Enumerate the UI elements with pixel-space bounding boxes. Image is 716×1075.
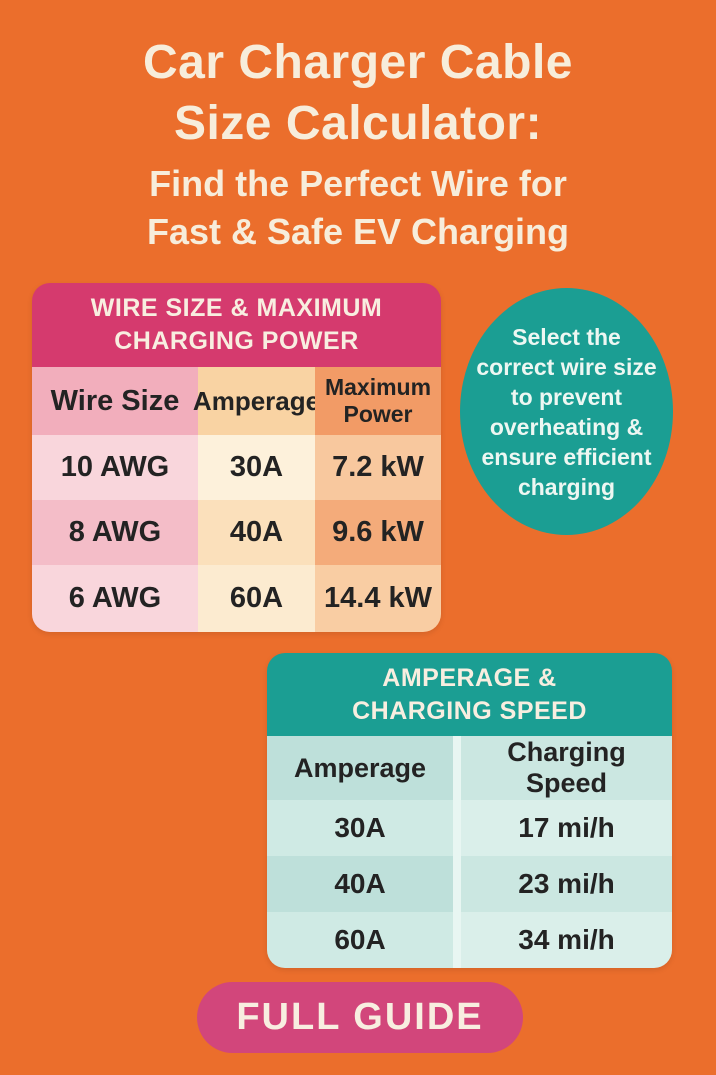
title-line-1: Car Charger Cable [143, 36, 573, 89]
column-header-charging-speed: Charging Speed [453, 736, 672, 800]
table-cell-amperage: 60A [267, 912, 453, 968]
column-header-maximum-power: Maximum Power [315, 367, 441, 435]
tip-callout: Select the correct wire size to prevent … [460, 288, 673, 535]
table-cell-maximum-power: 7.2 kW [315, 435, 441, 500]
full-guide-button[interactable]: FULL GUIDE [197, 982, 523, 1053]
table-cell-charging-speed: 34 mi/h [453, 912, 672, 968]
table-cell-wire-size: 8 AWG [32, 500, 198, 565]
wire-size-table-body: Wire Size Amperage Maximum Power 10 AWG … [32, 367, 441, 632]
column-header-amperage: Amperage [267, 736, 453, 800]
table-cell-amperage: 30A [267, 800, 453, 856]
table-cell-wire-size: 6 AWG [32, 565, 198, 632]
charging-speed-table-body: Amperage Charging Speed 30A 17 mi/h 40A … [267, 736, 672, 968]
charging-speed-table: AMPERAGE & CHARGING SPEED Amperage Charg… [267, 653, 672, 968]
column-header-amperage: Amperage [193, 367, 320, 435]
table-cell-charging-speed: 17 mi/h [453, 800, 672, 856]
table-cell-amperage: 40A [198, 500, 315, 565]
table-cell-wire-size: 10 AWG [32, 435, 198, 500]
table-cell-charging-speed: 23 mi/h [453, 856, 672, 912]
table-cell-maximum-power: 9.6 kW [315, 500, 441, 565]
subtitle-line-2: Fast & Safe EV Charging [146, 211, 570, 252]
tip-callout-text: Select the correct wire size to prevent … [476, 323, 657, 500]
table-cell-maximum-power: 14.4 kW [315, 565, 441, 632]
wire-size-table: WIRE SIZE & MAXIMUM CHARGING POWER Wire … [32, 283, 441, 632]
page-subtitle: Find the Perfect Wire for Fast & Safe EV… [0, 160, 716, 256]
subtitle-line-1: Find the Perfect Wire for [149, 163, 567, 204]
table-cell-amperage: 40A [267, 856, 453, 912]
title-line-2: Size Calculator: [173, 97, 543, 150]
charging-speed-table-title: AMPERAGE & CHARGING SPEED [267, 653, 672, 736]
wire-size-table-title: WIRE SIZE & MAXIMUM CHARGING POWER [32, 283, 441, 367]
table-cell-amperage: 30A [198, 435, 315, 500]
page-title: Car Charger Cable Size Calculator: [0, 32, 716, 154]
column-header-wire-size: Wire Size [32, 367, 198, 435]
table-cell-amperage: 60A [198, 565, 315, 632]
